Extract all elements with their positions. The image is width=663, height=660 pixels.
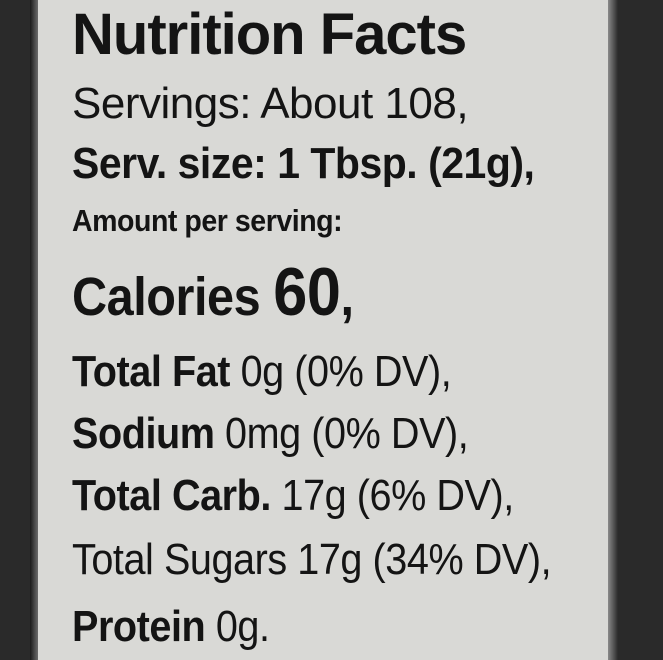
- nutrient-row-total-fat: Total Fat 0g (0% DV),: [72, 347, 452, 396]
- nutrient-amount: 0g.: [215, 602, 270, 651]
- nutrient-name: Sodium: [72, 409, 215, 458]
- calories-label: Calories: [72, 267, 261, 327]
- nutrient-row-protein: Protein 0g.: [72, 605, 270, 649]
- nutrition-facts-title: Nutrition Facts: [72, 2, 467, 67]
- nutrient-amount: 17g (6% DV),: [281, 471, 514, 520]
- nutrient-amount: 0mg (0% DV),: [225, 409, 469, 458]
- nutrient-row-total-sugars: Total Sugars 17g (34% DV),: [72, 535, 552, 584]
- nutrient-name: Total Fat: [72, 347, 231, 396]
- serving-size-line: Serv. size: 1 Tbsp. (21g),: [72, 139, 535, 188]
- amount-per-serving-line: Amount per serving:: [72, 203, 343, 238]
- nutrient-name: Total Carb.: [72, 471, 271, 520]
- label-edge-left: [30, 0, 38, 660]
- nutrient-amount: 0g (0% DV),: [240, 347, 452, 396]
- nutrient-name: Total Sugars: [72, 535, 287, 584]
- nutrient-row-sodium: Sodium 0mg (0% DV),: [72, 409, 469, 458]
- nutrient-row-total-carb: Total Carb. 17g (6% DV),: [72, 474, 514, 518]
- nutrition-label-panel: [38, 0, 608, 660]
- nutrient-name: Protein: [72, 602, 206, 651]
- servings-line: Servings: About 108,: [72, 79, 469, 128]
- nutrient-amount: 17g (34% DV),: [297, 535, 552, 584]
- calories-value: 60: [273, 254, 341, 330]
- calories-line: Calories 60,: [72, 258, 354, 326]
- label-edge-right: [608, 0, 618, 660]
- calories-suffix: ,: [340, 267, 354, 327]
